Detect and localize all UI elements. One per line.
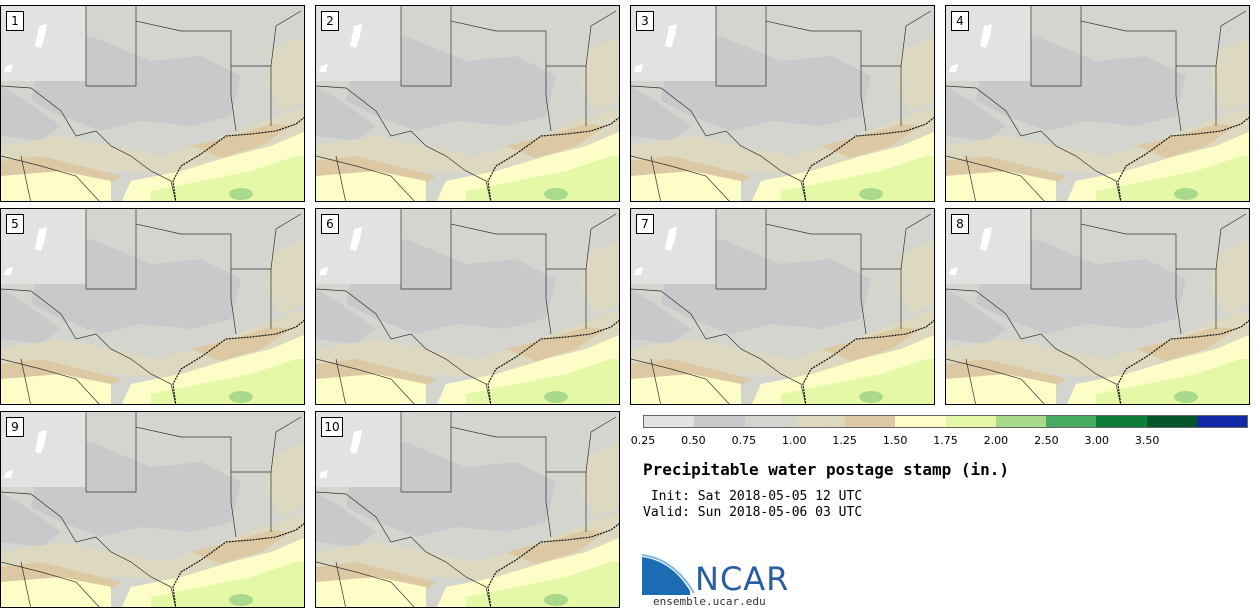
colorbar-bin	[995, 416, 1046, 427]
colorbar-tick-label: 0.50	[681, 434, 706, 447]
colorbar-bin	[1146, 416, 1197, 427]
member-number-label: 2	[321, 11, 339, 31]
member-number-label: 6	[321, 214, 339, 234]
colorbar-bin	[744, 416, 795, 427]
member-number-label: 4	[951, 11, 969, 31]
member-number-label: 9	[6, 417, 24, 437]
colorbar-tick-label: 2.50	[1034, 434, 1059, 447]
member-panel-7: 7	[630, 208, 935, 405]
member-number-label: 1	[6, 11, 24, 31]
member-panel-2: 2	[315, 5, 620, 202]
colorbar-bin	[845, 416, 896, 427]
colorbar	[643, 415, 1248, 428]
member-number-label: 3	[636, 11, 654, 31]
ncar-logo-icon	[642, 554, 695, 595]
colorbar-bin	[794, 416, 845, 427]
member-number-label: 7	[636, 214, 654, 234]
colorbar-bin	[895, 416, 946, 427]
precip-water-map	[946, 6, 1249, 201]
precip-water-map	[316, 412, 619, 607]
member-panel-4: 4	[945, 5, 1250, 202]
member-panel-1: 1	[0, 5, 305, 202]
member-number-label: 10	[321, 417, 343, 437]
colorbar-tick-label: 2.00	[983, 434, 1009, 447]
init-time: Init: Sat 2018-05-05 12 UTC	[643, 489, 863, 504]
colorbar-bin	[1096, 416, 1147, 427]
valid-time: Valid: Sun 2018-05-06 03 UTC	[643, 505, 863, 520]
ncar-logo-word: NCAR	[695, 560, 790, 598]
colorbar-tick-label: 3.50	[1134, 434, 1160, 447]
colorbar-bin	[1046, 416, 1097, 427]
product-title: Precipitable water postage stamp (in.)	[643, 460, 1010, 479]
precip-water-map	[1, 6, 304, 201]
precip-water-map	[631, 209, 934, 404]
colorbar-tick-label: 1.50	[882, 434, 908, 447]
colorbar-tick-label: 0.25	[630, 434, 656, 447]
colorbar-bin	[694, 416, 745, 427]
colorbar-bin	[1196, 416, 1247, 427]
precip-water-map	[316, 209, 619, 404]
precip-water-map	[1, 412, 304, 607]
member-panel-8: 8	[945, 208, 1250, 405]
colorbar-tick-label: 3.00	[1084, 434, 1110, 447]
precip-water-map	[946, 209, 1249, 404]
precip-water-map	[316, 6, 619, 201]
member-panel-3: 3	[630, 5, 935, 202]
colorbar-tick-label: 1.25	[832, 434, 857, 447]
precip-water-map	[631, 6, 934, 201]
colorbar-tick-label: 1.75	[933, 434, 958, 447]
member-panel-9: 9	[0, 411, 305, 608]
member-panel-6: 6	[315, 208, 620, 405]
ensemble-url: ensemble.ucar.edu	[653, 595, 766, 608]
colorbar-bin	[945, 416, 996, 427]
colorbar-tick-label: 0.75	[731, 434, 757, 447]
member-panel-5: 5	[0, 208, 305, 405]
member-number-label: 8	[951, 214, 969, 234]
member-number-label: 5	[6, 214, 24, 234]
colorbar-tick-label: 1.00	[782, 434, 807, 447]
colorbar-bin	[644, 416, 695, 427]
precip-water-map	[1, 209, 304, 404]
member-panel-10: 10	[315, 411, 620, 608]
